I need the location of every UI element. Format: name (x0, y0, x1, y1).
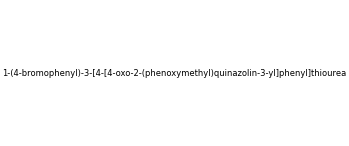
Text: 1-(4-bromophenyl)-3-[4-[4-oxo-2-(phenoxymethyl)quinazolin-3-yl]phenyl]thiourea: 1-(4-bromophenyl)-3-[4-[4-oxo-2-(phenoxy… (2, 68, 347, 78)
